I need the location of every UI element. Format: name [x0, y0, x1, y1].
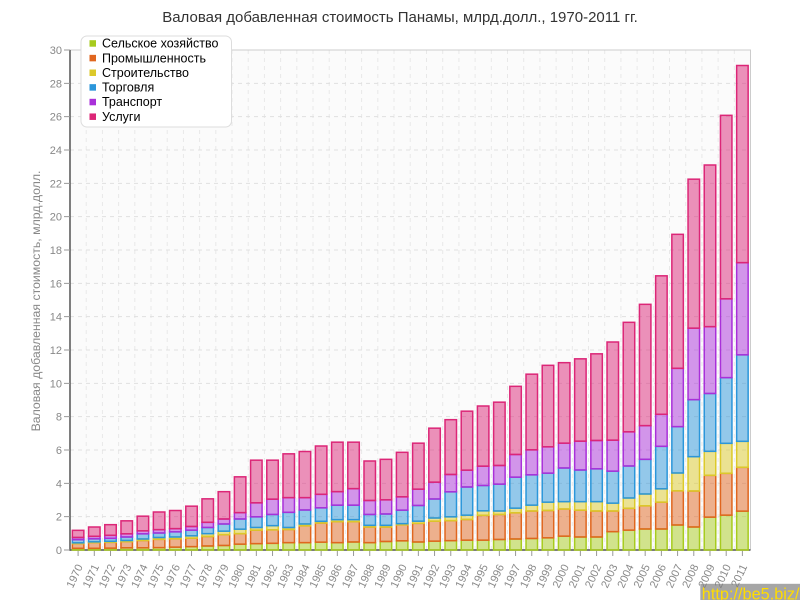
svg-text:Валовая добавленная стоимость,: Валовая добавленная стоимость, млрд.долл… [29, 171, 43, 432]
svg-text:Промышленность: Промышленность [102, 51, 206, 65]
svg-text:10: 10 [50, 378, 62, 390]
svg-text:Валовая добавленная стоимость: Валовая добавленная стоимость Панамы, мл… [162, 9, 638, 26]
svg-text:0: 0 [56, 545, 62, 557]
svg-text:Торговля: Торговля [102, 81, 154, 95]
svg-text:18: 18 [50, 245, 62, 257]
svg-text:2: 2 [56, 512, 62, 524]
svg-text:4: 4 [56, 478, 62, 490]
svg-text:http://be5.biz/: http://be5.biz/ [702, 585, 800, 600]
svg-text:Строительство: Строительство [102, 66, 189, 80]
svg-text:Транспорт: Транспорт [102, 95, 162, 109]
svg-text:8: 8 [56, 412, 62, 424]
svg-text:12: 12 [50, 345, 62, 357]
svg-text:Услуги: Услуги [102, 110, 140, 124]
svg-text:26: 26 [50, 112, 62, 124]
svg-text:6: 6 [56, 445, 62, 457]
svg-text:28: 28 [50, 78, 62, 90]
svg-text:14: 14 [50, 312, 62, 324]
svg-text:20: 20 [50, 212, 62, 224]
svg-text:24: 24 [50, 145, 62, 157]
svg-text:Сельское хозяйство: Сельское хозяйство [102, 37, 218, 51]
svg-text:30: 30 [50, 45, 62, 57]
svg-text:16: 16 [50, 278, 62, 290]
svg-text:22: 22 [50, 178, 62, 190]
